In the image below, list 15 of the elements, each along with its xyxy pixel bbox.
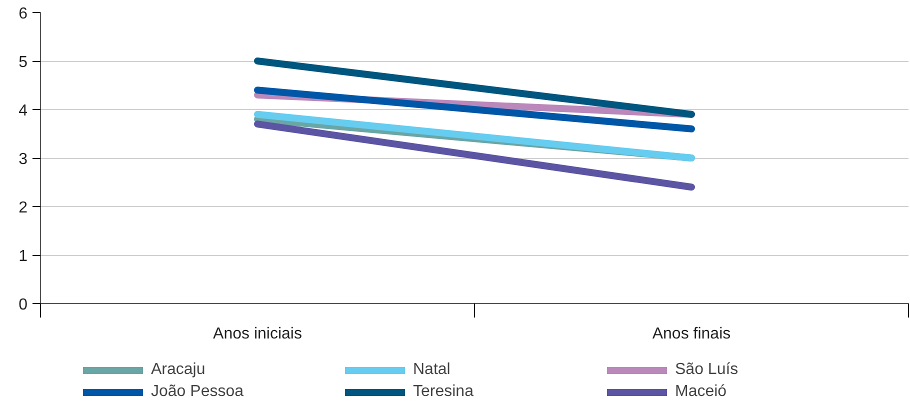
legend-label: Teresina bbox=[413, 383, 474, 401]
y-tick-label: 1 bbox=[18, 248, 28, 265]
y-tick-label: 0 bbox=[18, 296, 28, 314]
x-tick-label: Anos iniciais bbox=[213, 326, 302, 342]
y-tick-label: 4 bbox=[18, 102, 28, 120]
legend-label: Aracaju bbox=[151, 361, 206, 379]
legend-label: Natal bbox=[413, 361, 452, 379]
legend-label: Maceió bbox=[675, 383, 728, 401]
y-tick-label: 6 bbox=[18, 6, 28, 22]
legend-label: João Pessoa bbox=[151, 383, 245, 401]
x-tick-label: Anos finais bbox=[652, 326, 731, 342]
y-tick-label: 2 bbox=[18, 200, 28, 216]
y-tick-label: 3 bbox=[18, 151, 28, 168]
legend-label: São Luís bbox=[675, 361, 740, 379]
y-tick-label: 5 bbox=[18, 54, 28, 71]
